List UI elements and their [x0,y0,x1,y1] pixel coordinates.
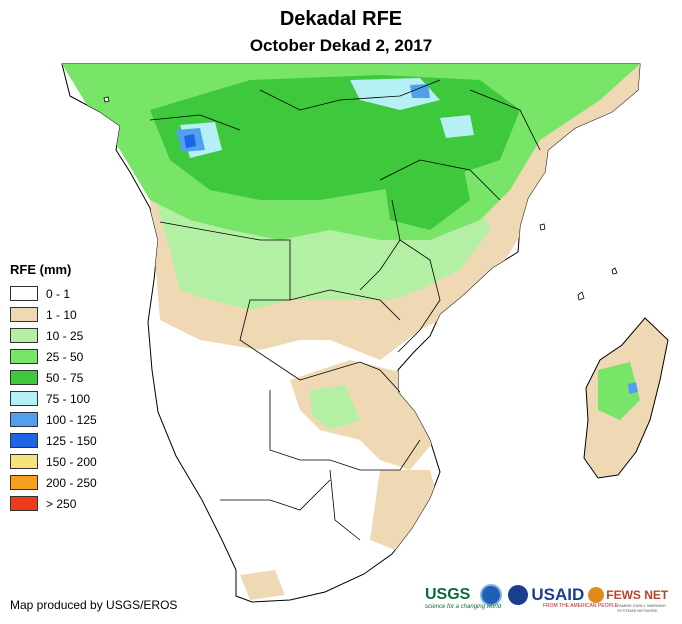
legend-item: 25 - 50 [10,346,97,367]
legend-label: 125 - 150 [46,433,97,448]
usaid-logo: USAID [531,585,585,604]
legend-item: 100 - 125 [10,409,97,430]
legend-swatch [10,328,38,343]
fews-tagline: FAMINE EARLY WARNING SYSTEMS NETWORK [617,603,667,613]
country-borders [149,79,541,541]
legend-item: 50 - 75 [10,367,97,388]
legend-label: 100 - 125 [46,412,97,427]
fews-seal-icon [588,587,605,603]
legend-label: 0 - 1 [46,286,71,301]
legend-swatch [10,454,38,469]
legend-item: > 250 [10,493,97,514]
usgs-logo: USGS [425,586,471,603]
legend-label: 25 - 50 [46,349,84,364]
legend-item: 125 - 150 [10,430,97,451]
legend-swatch [10,496,38,511]
legend-swatch [10,307,38,322]
legend-label: > 250 [46,496,77,511]
usaid-seal-icon [508,585,529,605]
noaa-logo-icon [480,584,503,606]
legend-item: 10 - 25 [10,325,97,346]
usgs-tagline: science for a changing world [425,604,502,610]
rain-zone-1-10-southeast [370,470,438,550]
legend-item: 0 - 1 [10,283,97,304]
logo-strip: USGS science for a changing world USAID … [425,584,669,613]
credit-text: Map produced by USGS/EROS [10,598,178,612]
legend-swatch [10,433,38,448]
legend: RFE (mm) 0 - 1 1 - 10 10 - 25 25 - 50 50 - 7… [10,262,97,514]
madagascar-green [598,362,640,420]
rain-zone-50-75-east [380,150,470,230]
legend-label: 200 - 250 [46,475,97,490]
usaid-tagline: FROM THE AMERICAN PEOPLE [543,603,618,609]
map-title: Dekadal RFE [279,8,403,30]
rain-zone-1-10-cape [240,570,285,600]
rain-zone-125-150 [184,134,196,148]
legend-label: 10 - 25 [46,328,84,343]
legend-swatch [10,412,38,427]
legend-label: 1 - 10 [46,307,77,322]
rain-zone-75-100-c [440,115,474,138]
islands [103,96,618,301]
legend-swatch [10,286,38,301]
legend-item: 75 - 100 [10,388,97,409]
legend-item: 150 - 200 [10,451,97,472]
mainland [61,63,641,603]
fews-net-logo: FEWS NET [606,588,669,602]
legend-label: 75 - 100 [46,391,91,406]
madagascar [583,317,669,479]
legend-swatch [10,349,38,364]
madagascar-blue [628,382,638,394]
legend-label: 150 - 200 [46,454,97,469]
legend-item: 200 - 250 [10,472,97,493]
legend-swatch [10,391,38,406]
legend-label: 50 - 75 [46,370,84,385]
legend-swatch [10,475,38,490]
rain-zone-100-125-b [410,84,430,98]
legend-item: 1 - 10 [10,304,97,325]
rain-zone-10-25-south [310,385,360,430]
map-subtitle: October Dekad 2, 2017 [249,36,433,55]
legend-items: 0 - 1 1 - 10 10 - 25 25 - 50 50 - 75 75 - 100… [10,283,97,514]
legend-swatch [10,370,38,385]
legend-title: RFE (mm) [10,262,72,277]
